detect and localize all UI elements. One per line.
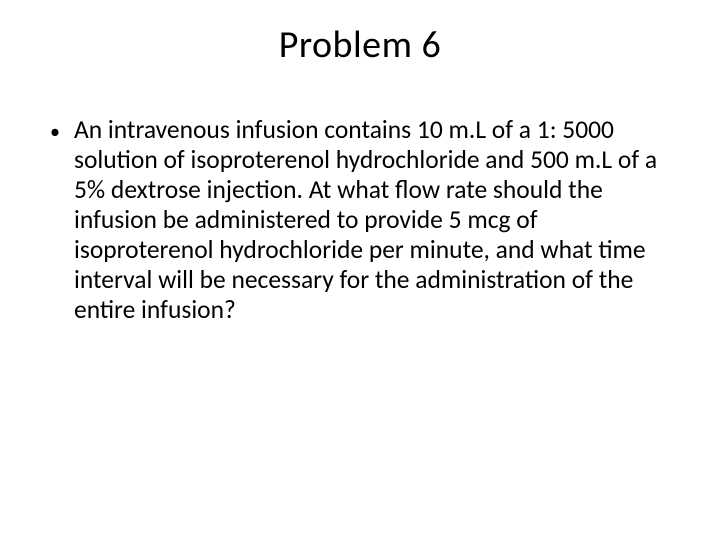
list-item: • An intravenous infusion contains 10 m.…: [50, 115, 670, 326]
slide-body: • An intravenous infusion contains 10 m.…: [50, 115, 670, 326]
bullet-marker: •: [50, 115, 74, 146]
bullet-text: An intravenous infusion contains 10 m.L …: [74, 115, 670, 326]
slide-title: Problem 6: [0, 22, 720, 68]
slide: Problem 6 • An intravenous infusion cont…: [0, 0, 720, 540]
